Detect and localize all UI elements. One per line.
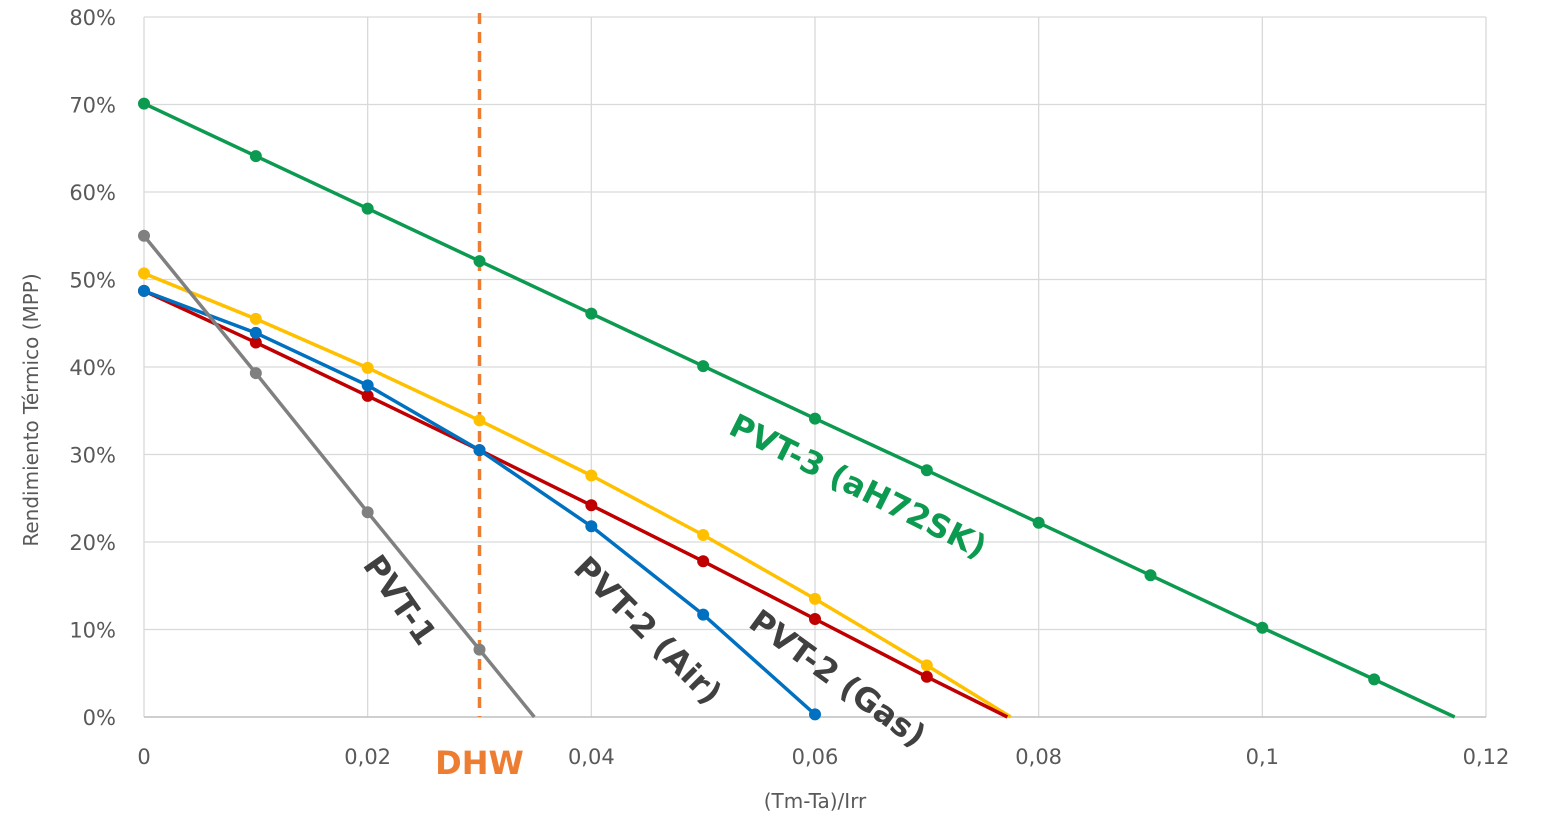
series-point xyxy=(473,255,486,268)
tick-labels: 0% 10% 20% 30% 40% 50% 60% 70% 80% 0 0,02 0,04 0,06 0… xyxy=(69,6,1509,769)
y-tick-label: 60% xyxy=(69,181,116,205)
series-point xyxy=(920,670,933,683)
y-axis-title: Rendimiento Térmico (MPP) xyxy=(19,273,43,546)
series-point xyxy=(697,529,710,541)
x-tick-label: 0,1 xyxy=(1246,745,1279,769)
series-point xyxy=(138,229,150,242)
y-tick-label: 20% xyxy=(69,531,116,555)
series-line-5 xyxy=(142,234,536,719)
x-tick-label: 0 xyxy=(137,745,150,769)
series-point xyxy=(138,284,150,297)
series-point xyxy=(249,326,262,339)
series-point xyxy=(809,412,821,425)
series-point xyxy=(473,444,486,457)
series-point xyxy=(361,389,374,402)
series-point xyxy=(697,360,710,373)
x-tick-label: 0,06 xyxy=(792,745,839,769)
series-point xyxy=(585,307,598,320)
series-point xyxy=(249,367,262,380)
series-point xyxy=(809,592,821,605)
series-point xyxy=(697,608,710,621)
series-point xyxy=(585,469,598,482)
series-point xyxy=(1144,569,1157,582)
series-point xyxy=(138,97,150,110)
series-group xyxy=(138,97,1456,721)
series-point xyxy=(1256,621,1269,634)
y-tick-label: 10% xyxy=(69,619,116,643)
x-tick-label: 0,12 xyxy=(1463,745,1510,769)
series-point xyxy=(138,267,150,280)
series-point xyxy=(809,708,821,721)
dhw-label: DHW xyxy=(435,744,524,782)
series-point xyxy=(920,659,933,672)
series-point xyxy=(473,414,486,427)
series-point xyxy=(249,150,262,163)
series-label: PVT-1 xyxy=(355,548,444,652)
x-axis-title: (Tm-Ta)/Irr xyxy=(764,789,867,813)
series-point xyxy=(1368,673,1381,686)
y-tick-label: 30% xyxy=(69,444,116,468)
series-point xyxy=(697,555,710,568)
series-point xyxy=(809,613,821,625)
series-point xyxy=(920,464,933,477)
series-point xyxy=(1032,516,1045,529)
x-tick-label: 0,04 xyxy=(568,745,615,769)
series-point xyxy=(361,506,374,519)
y-tick-label: 0% xyxy=(83,706,116,730)
y-tick-label: 50% xyxy=(69,269,116,293)
y-tick-label: 80% xyxy=(69,6,116,30)
series-point xyxy=(361,379,374,392)
series-point xyxy=(585,520,598,533)
x-tick-label: 0,08 xyxy=(1015,745,1062,769)
series-point xyxy=(361,361,374,374)
y-tick-label: 40% xyxy=(69,356,116,380)
x-tick-label: 0,02 xyxy=(344,745,391,769)
dhw-reference: DHW xyxy=(435,13,524,782)
series-point xyxy=(361,202,374,215)
gridlines xyxy=(143,16,1487,717)
series-point xyxy=(249,312,262,325)
series-point xyxy=(473,643,486,656)
series-point xyxy=(585,499,598,512)
series-label: PVT-2 (Gas) xyxy=(742,602,933,755)
y-tick-label: 70% xyxy=(69,94,116,118)
